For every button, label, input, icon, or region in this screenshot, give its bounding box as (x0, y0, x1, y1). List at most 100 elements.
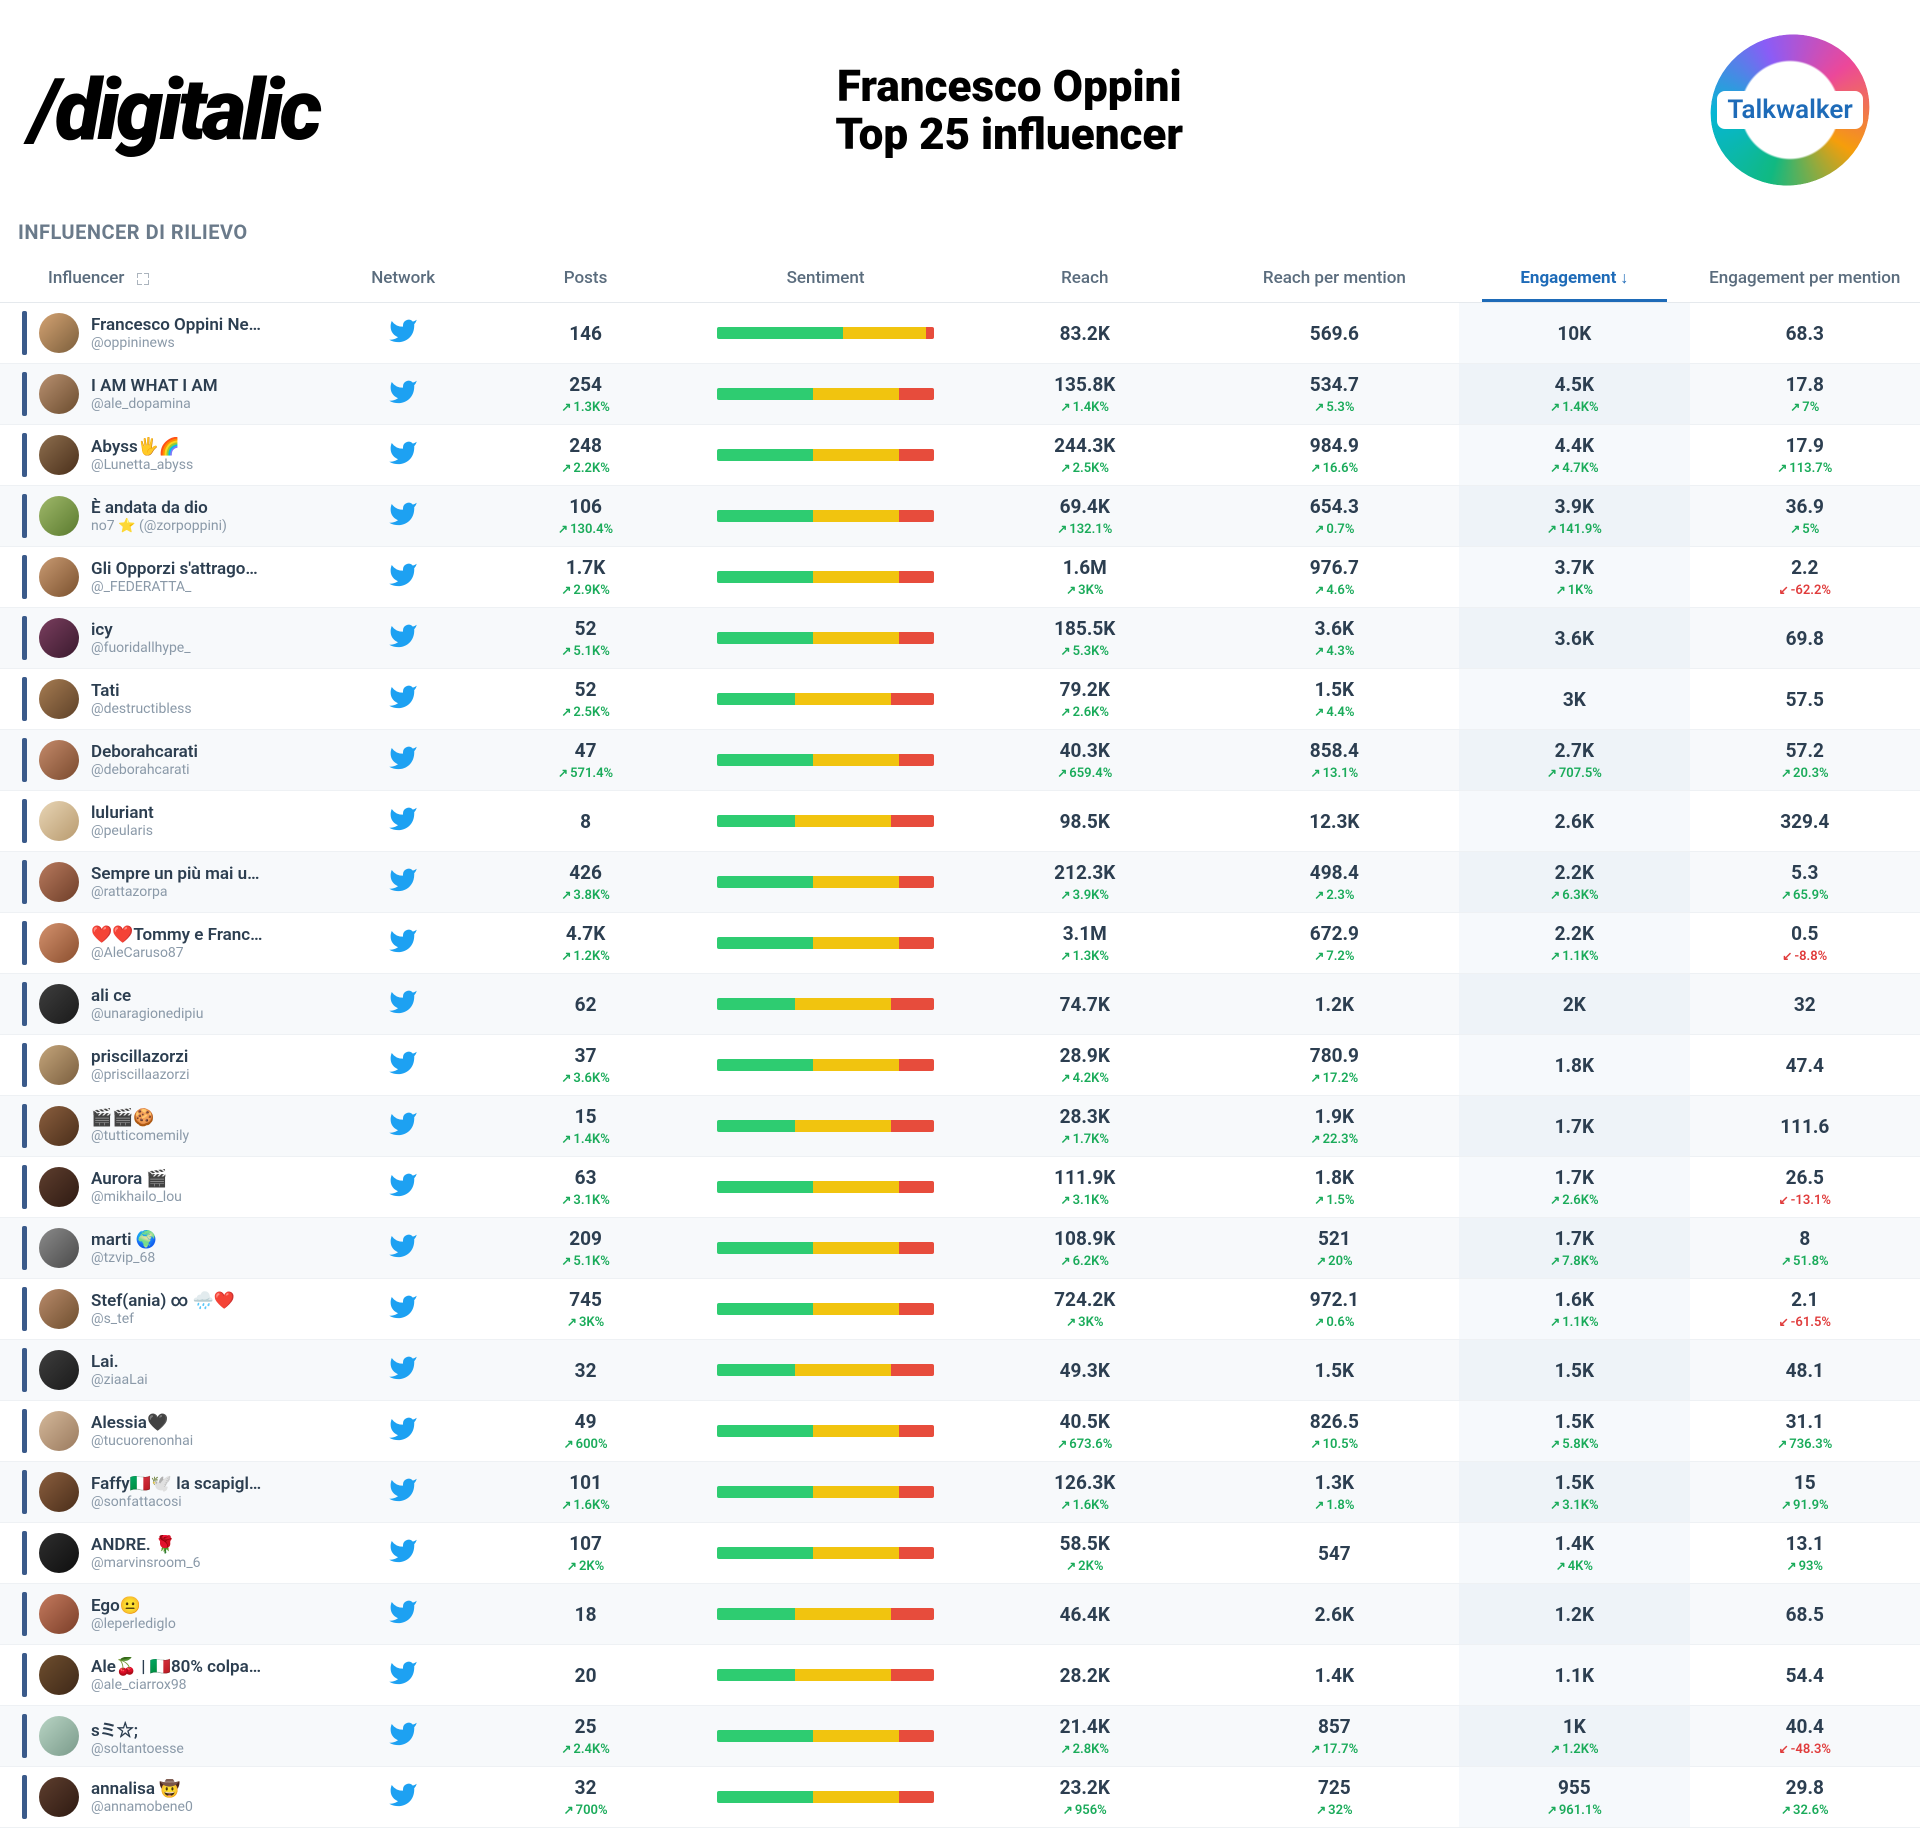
engagement-cell: 2.2K↗6.3K% (1459, 852, 1689, 913)
table-row[interactable]: Faffy🇮🇹🕊️ la scapigl…@sonfattacosi101↗1.… (0, 1462, 1920, 1523)
engagement-cell: 1.7K↗2.6K% (1459, 1157, 1689, 1218)
sentiment-bar (717, 815, 934, 827)
delta-up: ↗3K% (1066, 583, 1103, 598)
twitter-icon (388, 1048, 418, 1078)
avatar[interactable] (39, 1167, 79, 1207)
col-engagement[interactable]: Engagement↓ (1459, 254, 1689, 303)
table-row[interactable]: Tati@destructibless52↗2.5K%79.2K↗2.6K%1.… (0, 669, 1920, 730)
avatar[interactable] (39, 1289, 79, 1329)
table-row[interactable]: Ale🍒 | 🇮🇹80% colpa…@ale_ciarrox982028.2K… (0, 1645, 1920, 1706)
avatar[interactable] (39, 496, 79, 536)
avatar[interactable] (39, 1350, 79, 1390)
col-posts[interactable]: Posts (480, 254, 691, 303)
avatar[interactable] (39, 618, 79, 658)
avatar[interactable] (39, 1716, 79, 1756)
avatar[interactable] (39, 862, 79, 902)
influencer-name: Gli Opporzi s'attrago… (91, 559, 258, 579)
avatar[interactable] (39, 1228, 79, 1268)
table-row[interactable]: ANDRE. 🌹@marvinsroom_6107↗2K%58.5K↗2K%54… (0, 1523, 1920, 1584)
epm-cell: 15↗91.9% (1690, 1462, 1920, 1523)
col-sentiment[interactable]: Sentiment (691, 254, 960, 303)
avatar[interactable] (39, 984, 79, 1024)
twitter-icon (388, 1414, 418, 1444)
avatar[interactable] (39, 1533, 79, 1573)
reach-cell: 126.3K↗1.6K% (960, 1462, 1210, 1523)
table-row[interactable]: annalisa 🤠@annamobene032↗700%23.2K↗956%7… (0, 1767, 1920, 1828)
influencer-handle: @rattazorpa (91, 884, 259, 900)
table-row[interactable]: sミ☆;@soltantoesse25↗2.4K%21.4K↗2.8K%857↗… (0, 1706, 1920, 1767)
table-row[interactable]: Alessia🖤@tucuorenonhai49↗600%40.5K↗673.6… (0, 1401, 1920, 1462)
network-cell (326, 1523, 480, 1584)
delta-up: ↗2.6K% (1550, 1193, 1598, 1208)
avatar[interactable] (39, 374, 79, 414)
table-row[interactable]: 🎬🎬🍪@tutticomemily15↗1.4K%28.3K↗1.7K%1.9K… (0, 1096, 1920, 1157)
influencer-handle: @ale_dopamina (91, 396, 218, 412)
avatar[interactable] (39, 1594, 79, 1634)
table-row[interactable]: Aurora 🎬@mikhailo_lou63↗3.1K%111.9K↗3.1K… (0, 1157, 1920, 1218)
table-row[interactable]: È andata da diono7 ⭐ (@zorpoppini)106↗13… (0, 486, 1920, 547)
avatar[interactable] (39, 1472, 79, 1512)
col-reach[interactable]: Reach (960, 254, 1210, 303)
influencer-name: Alessia🖤 (91, 1413, 193, 1433)
rpm-cell: 547 (1210, 1523, 1460, 1584)
delta-up: ↗1.3K% (561, 400, 609, 415)
avatar[interactable] (39, 435, 79, 475)
rpm-cell: 780.9↗17.2% (1210, 1035, 1460, 1096)
col-rpm[interactable]: Reach per mention (1210, 254, 1460, 303)
engagement-cell: 3.7K↗1K% (1459, 547, 1689, 608)
expand-icon[interactable] (135, 271, 151, 287)
col-influencer[interactable]: Influencer (0, 254, 326, 303)
engagement-cell: 1.4K↗4K% (1459, 1523, 1689, 1584)
influencer-cell: Stef(ania) ∞ 🌧️❤️@s_tef (0, 1279, 326, 1340)
sentiment-cell (691, 730, 960, 791)
epm-cell: 8↗51.8% (1690, 1218, 1920, 1279)
network-cell (326, 1218, 480, 1279)
avatar[interactable] (39, 801, 79, 841)
delta-up: ↗600% (564, 1437, 608, 1452)
avatar[interactable] (39, 313, 79, 353)
table-row[interactable]: luluriant@peularis898.5K12.3K2.6K329.4 (0, 791, 1920, 852)
influencer-handle: @destructibless (91, 701, 192, 717)
table-row[interactable]: ali ce@unaragionedipiu6274.7K1.2K2K32 (0, 974, 1920, 1035)
rpm-cell: 12.3K (1210, 791, 1460, 852)
table-row[interactable]: icy@fuoridallhype_52↗5.1K%185.5K↗5.3K%3.… (0, 608, 1920, 669)
avatar[interactable] (39, 1777, 79, 1817)
avatar[interactable] (39, 1655, 79, 1695)
col-network[interactable]: Network (326, 254, 480, 303)
table-row[interactable]: Abyss🖐️🌈@Lunetta_abyss248↗2.2K%244.3K↗2.… (0, 425, 1920, 486)
table-row[interactable]: Gli Opporzi s'attrago…@_FEDERATTA_1.7K↗2… (0, 547, 1920, 608)
sentiment-cell (691, 1462, 960, 1523)
avatar[interactable] (39, 1045, 79, 1085)
avatar[interactable] (39, 1411, 79, 1451)
row-indicator (22, 860, 27, 904)
avatar[interactable] (39, 1106, 79, 1146)
sentiment-cell (691, 1584, 960, 1645)
sentiment-cell (691, 1706, 960, 1767)
influencer-handle: @ale_ciarrox98 (91, 1677, 261, 1693)
table-row[interactable]: Ego😐@leperlediglo1846.4K2.6K1.2K68.5 (0, 1584, 1920, 1645)
title-line-1: Francesco Oppini (378, 62, 1640, 110)
col-epm[interactable]: Engagement per mention (1690, 254, 1920, 303)
influencer-name: marti 🌍 (91, 1230, 157, 1250)
table-row[interactable]: marti 🌍@tzvip_68209↗5.1K%108.9K↗6.2K%521… (0, 1218, 1920, 1279)
table-row[interactable]: priscillazorzi@priscillaazorzi37↗3.6K%28… (0, 1035, 1920, 1096)
reach-cell: 28.3K↗1.7K% (960, 1096, 1210, 1157)
table-row[interactable]: Sempre un più mai u…@rattazorpa426↗3.8K%… (0, 852, 1920, 913)
table-row[interactable]: Francesco Oppini Ne…@oppininews14683.2K5… (0, 303, 1920, 364)
table-row[interactable]: ❤️❤️Tommy e Franc…@AleCaruso874.7K↗1.2K%… (0, 913, 1920, 974)
delta-up: ↗5.3K% (1061, 644, 1109, 659)
sentiment-cell (691, 425, 960, 486)
digitalic-logo: /digitalic (30, 60, 318, 160)
delta-up: ↗22.3% (1311, 1132, 1359, 1147)
table-row[interactable]: Deborahcarati@deborahcarati47↗571.4%40.3… (0, 730, 1920, 791)
avatar[interactable] (39, 679, 79, 719)
avatar[interactable] (39, 557, 79, 597)
table-row[interactable]: Lai.@ziaaLai3249.3K1.5K1.5K48.1 (0, 1340, 1920, 1401)
avatar[interactable] (39, 923, 79, 963)
avatar[interactable] (39, 740, 79, 780)
sentiment-bar (717, 1547, 934, 1559)
sentiment-bar (717, 449, 934, 461)
reach-cell: 28.2K (960, 1645, 1210, 1706)
table-row[interactable]: Stef(ania) ∞ 🌧️❤️@s_tef745↗3K%724.2K↗3K%… (0, 1279, 1920, 1340)
table-row[interactable]: I AM WHAT I AM@ale_dopamina254↗1.3K%135.… (0, 364, 1920, 425)
